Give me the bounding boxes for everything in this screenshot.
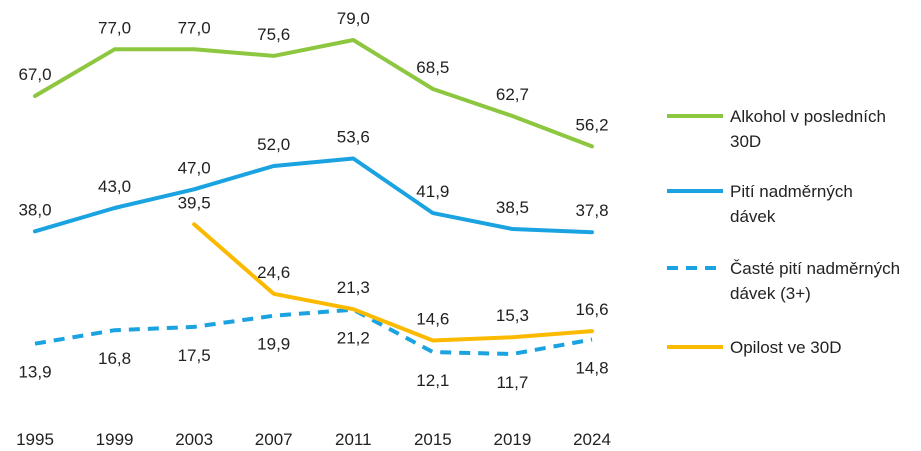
legend-label: Alkohol v posledních [730,107,886,126]
x-tick-label: 2015 [414,430,452,449]
data-label: 19,9 [257,335,290,354]
series-lines [33,38,594,356]
data-label: 11,7 [497,373,529,392]
data-label: 53,6 [337,128,370,147]
data-label: 77,0 [98,18,131,37]
x-tick-label: 2007 [255,430,293,449]
data-label: 56,2 [575,115,608,134]
data-label: 79,0 [337,9,370,28]
x-tick-label: 2024 [573,430,611,449]
data-label: 12,1 [416,371,449,390]
x-axis-ticks: 1995 1999 2003 2007 2011 2015 2019 2024 [16,430,611,449]
data-label: 15,3 [496,306,529,325]
x-tick-label: 2003 [175,430,213,449]
data-label: 38,5 [496,198,529,217]
data-label: 16,8 [98,349,131,368]
data-label: 77,0 [178,18,211,37]
data-label: 43,0 [98,177,131,196]
data-label: 17,5 [178,346,211,365]
data-label: 24,6 [257,263,290,282]
x-tick-label: 1999 [96,430,134,449]
data-label: 16,6 [575,300,608,319]
legend-label: Pití nadměrných [730,182,853,201]
data-label: 21,3 [337,278,370,297]
data-label: 62,7 [496,85,529,104]
legend-label: dávek [730,207,776,226]
data-label: 68,5 [416,58,449,77]
series-line [33,38,594,149]
series-line [34,307,593,356]
legend-label: Opilost ve 30D [730,338,842,357]
data-label: 37,8 [575,201,608,220]
data-label: 41,9 [416,182,449,201]
series-line [33,156,594,235]
legend: Alkohol v posledních 30D Pití nadměrných dá… [667,107,900,357]
legend-label: dávek (3+) [730,284,811,303]
data-label: 14,6 [416,309,449,328]
data-label: 75,6 [257,25,290,44]
x-tick-label: 1995 [16,430,54,449]
data-label: 38,0 [18,200,51,219]
x-tick-label: 2019 [494,430,532,449]
data-label: 67,0 [18,65,51,84]
data-labels: 67,0 77,0 77,0 75,6 79,0 68,5 62,7 56,2 38,0 43,0… [18,9,608,392]
series-line [192,222,594,343]
data-label: 14,8 [575,359,608,378]
legend-label: Časté pití nadměrných [730,259,900,278]
data-label: 21,2 [337,329,370,348]
legend-label: 30D [730,132,761,151]
data-label: 52,0 [257,135,290,154]
x-tick-label: 2011 [335,430,372,449]
data-label: 47,0 [178,158,211,177]
data-label: 13,9 [18,363,51,382]
data-label: 39,5 [178,193,211,212]
